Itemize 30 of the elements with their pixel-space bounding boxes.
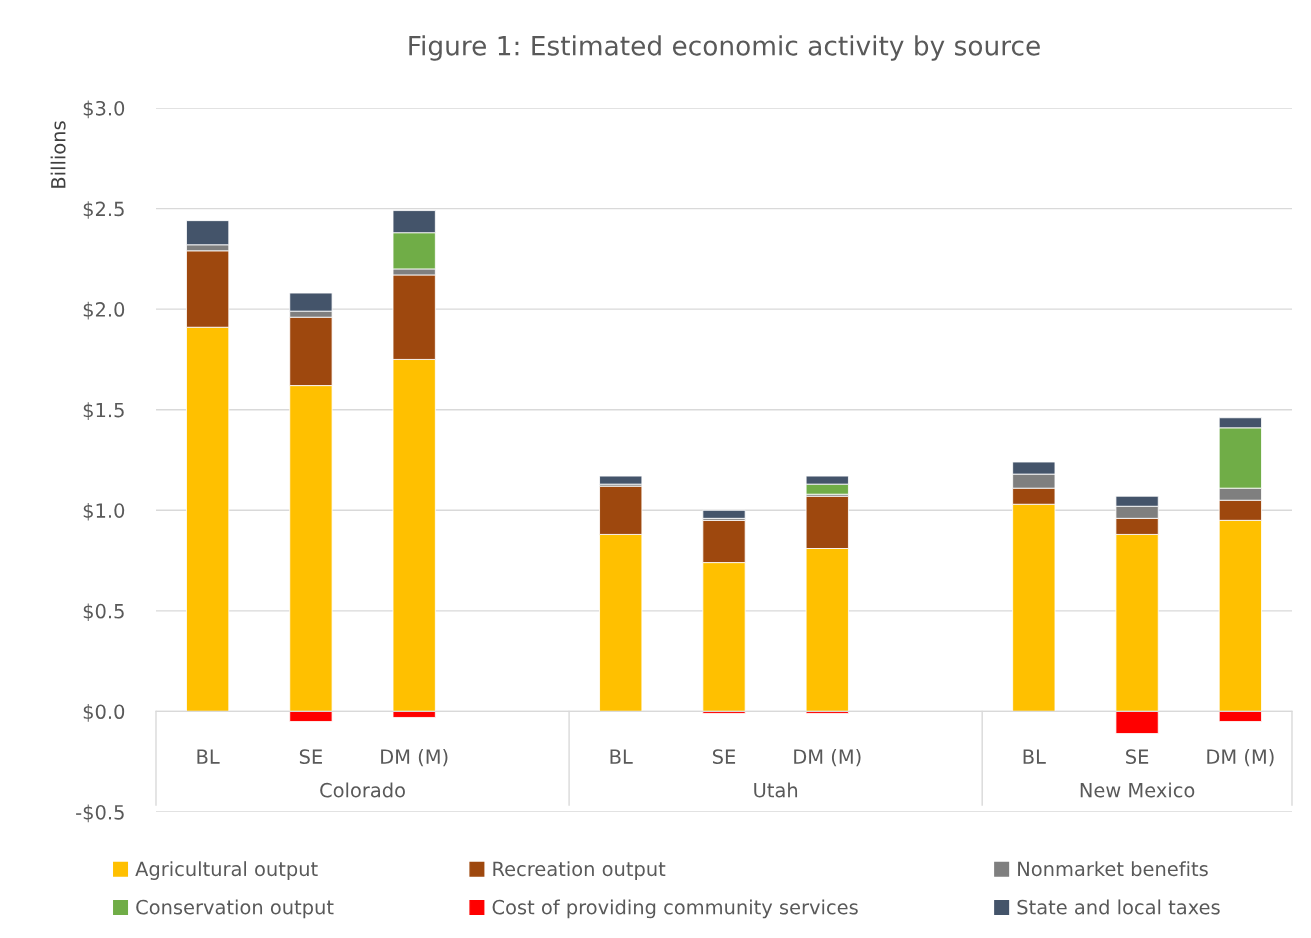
y-tick-label: $3.0 xyxy=(83,100,125,119)
x-tick-label: DM (M) xyxy=(794,748,861,767)
x-tick-label: BL xyxy=(197,749,220,764)
x-tick-label: SE xyxy=(1126,749,1149,764)
y-tick-label: $0.5 xyxy=(83,603,124,622)
y-tick-label: $1.5 xyxy=(83,402,124,420)
x-tick-label: BL xyxy=(1023,749,1046,764)
x-tick-label: SE xyxy=(299,749,322,764)
legend-label: Conservation output xyxy=(136,899,334,919)
legend-label: State and local taxes xyxy=(1017,899,1220,915)
y-tick-label: $2.0 xyxy=(83,301,125,320)
bar xyxy=(702,509,746,519)
y-tick-label: $1.0 xyxy=(83,502,125,521)
y-tick-label: -$0.5 xyxy=(76,804,124,823)
y-axis-title: Billions xyxy=(50,121,66,188)
legend-label: Cost of providing community services xyxy=(492,899,858,919)
x-tick-label: DM (M) xyxy=(381,748,448,767)
annotation: New Mexico xyxy=(1080,782,1195,798)
y-tick-label: $0.0 xyxy=(83,704,125,722)
bar xyxy=(599,475,643,485)
annotation: Colorado xyxy=(320,782,405,798)
legend-label: Nonmarket benefits xyxy=(1018,861,1208,877)
x-tick-label: BL xyxy=(610,749,633,764)
chart-title: Figure 1: Estimated economic activity by source xyxy=(409,35,1040,61)
x-tick-label: DM (M) xyxy=(1207,748,1274,767)
x-tick-label: SE xyxy=(712,749,736,764)
y-tick-label: $2.5 xyxy=(83,201,124,219)
annotation: Utah xyxy=(754,782,798,798)
legend-label: Agricultural output xyxy=(135,861,318,880)
legend-label: Recreation output xyxy=(493,861,666,880)
